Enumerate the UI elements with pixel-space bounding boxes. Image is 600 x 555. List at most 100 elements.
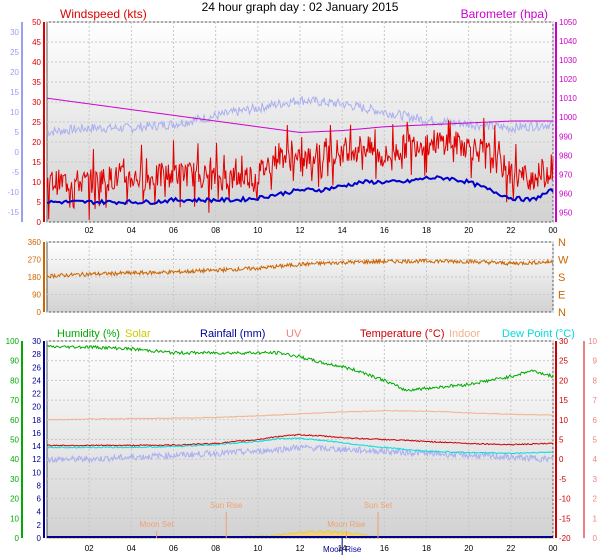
temperature-tick-label: 25 <box>559 357 568 366</box>
rainfall-tick-label: 8 <box>37 481 42 490</box>
uv-tick-label: 9 <box>593 357 598 366</box>
humidity-tick-label: 70 <box>10 396 19 405</box>
wind-left-tick-label: 50 <box>32 18 41 27</box>
rainfall-tick-label: 30 <box>32 337 41 346</box>
series-barometer <box>46 97 553 134</box>
wind-x-tick-label: 18 <box>422 226 431 235</box>
uv-tick-label: 7 <box>593 396 598 405</box>
temps-x-tick-label: 16 <box>380 544 389 553</box>
temps-x-tick-label: 04 <box>127 544 136 553</box>
rainfall-label: Rainfall (mm) <box>200 328 265 340</box>
series-humidity <box>46 344 554 392</box>
far-left-tick-label: 25 <box>10 48 19 57</box>
direction-compass-label: E <box>558 290 565 302</box>
solar-label: Solar <box>125 328 151 340</box>
rainfall-tick-label: 28 <box>32 350 41 359</box>
temps-x-tick-label: 12 <box>296 544 305 553</box>
rainfall-tick-label: 12 <box>32 455 41 464</box>
series-windspeed <box>46 117 554 221</box>
temperature-tick-label: -15 <box>559 514 571 523</box>
wind-right-tick-label: 1020 <box>559 75 577 84</box>
uv-tick-label: 2 <box>593 495 598 504</box>
wind-x-tick-label: 12 <box>296 226 305 235</box>
uv-tick-label: 10 <box>588 337 597 346</box>
humidity-tick-label: 100 <box>6 337 20 346</box>
series-temperature <box>46 433 554 447</box>
series-dewpoint <box>46 437 554 455</box>
event-label: Moon Set <box>140 520 175 529</box>
wind-left-tick-label: 0 <box>37 218 42 227</box>
rainfall-tick-label: 20 <box>32 403 41 412</box>
wind-right-tick-label: 1000 <box>559 113 577 122</box>
rainfall-tick-label: 6 <box>37 495 42 504</box>
wind-left-tick-label: 45 <box>32 38 41 47</box>
uv-tick-label: 6 <box>593 416 598 425</box>
wind-left-label: Windspeed (kts) <box>60 7 147 21</box>
temperature-tick-label: 30 <box>559 337 568 346</box>
wind-left-tick-label: 30 <box>32 98 41 107</box>
temps-x-tick-label: 18 <box>422 544 431 553</box>
wind-left-tick-label: 20 <box>32 138 41 147</box>
event-label: Moon Rise <box>323 545 362 554</box>
direction-compass-label: N <box>558 307 566 319</box>
series-extra <box>46 95 554 137</box>
humidity-tick-label: 80 <box>10 376 19 385</box>
temps-x-tick-label: 08 <box>211 544 220 553</box>
humidity-tick-label: 90 <box>10 357 19 366</box>
series-avgwind <box>46 175 554 206</box>
far-left-tick-label: 0 <box>15 148 20 157</box>
far-left-tick-label: -5 <box>12 168 20 177</box>
wind-x-tick-label: 02 <box>85 226 94 235</box>
wind-right-tick-label: 970 <box>559 170 573 179</box>
wind-left-tick-label: 15 <box>32 158 41 167</box>
uv-tick-label: 1 <box>593 514 598 523</box>
direction-tick-label: 90 <box>32 291 41 300</box>
direction-tick-label: 360 <box>28 238 42 247</box>
rainfall-tick-label: 22 <box>32 390 41 399</box>
far-left-tick-label: 30 <box>10 28 19 37</box>
rainfall-tick-label: 18 <box>32 416 41 425</box>
event-label: Sun Rise <box>210 501 243 510</box>
event-label: Sun Set <box>364 501 393 510</box>
humidity-tick-label: 0 <box>15 534 20 543</box>
wind-right-label: Barometer (hpa) <box>461 7 548 21</box>
humidity-label: Humidity (%) <box>57 328 120 340</box>
wind-right-tick-label: 1050 <box>559 18 577 27</box>
temperature-tick-label: 10 <box>559 416 568 425</box>
rainfall-tick-label: 4 <box>37 508 42 517</box>
temps-x-tick-label: 02 <box>85 544 94 553</box>
rainfall-tick-label: 16 <box>32 429 41 438</box>
wind-left-tick-label: 40 <box>32 58 41 67</box>
humidity-tick-label: 10 <box>10 514 19 523</box>
wind-left-tick-label: 35 <box>32 78 41 87</box>
rainfall-tick-label: 26 <box>32 363 41 372</box>
wind-right-tick-label: 990 <box>559 132 573 141</box>
temps-x-tick-label: 22 <box>506 544 515 553</box>
temperature-tick-label: -20 <box>559 534 571 543</box>
rainfall-tick-label: 24 <box>32 376 41 385</box>
direction-compass-label: S <box>558 272 565 284</box>
temperature-tick-label: -5 <box>559 475 567 484</box>
wind-right-tick-label: 960 <box>559 189 573 198</box>
uv-tick-label: 8 <box>593 376 598 385</box>
wind-x-tick-label: 22 <box>506 226 515 235</box>
rainfall-tick-label: 2 <box>37 521 42 530</box>
wind-x-tick-label: 00 <box>549 226 558 235</box>
wind-left-tick-label: 25 <box>32 118 41 127</box>
wind-right-tick-label: 980 <box>559 151 573 160</box>
wind-x-tick-label: 04 <box>127 226 136 235</box>
temperature-tick-label: 5 <box>559 436 564 445</box>
uv-tick-label: 0 <box>593 534 598 543</box>
direction-compass-label: W <box>558 255 569 267</box>
far-left-tick-label: 10 <box>10 108 19 117</box>
temperature-tick-label: 0 <box>559 455 564 464</box>
series-winddir <box>46 257 554 280</box>
direction-tick-label: 180 <box>28 273 42 282</box>
graph-title: 24 hour graph day : 02 January 2015 <box>201 0 399 14</box>
wind-left-tick-label: 5 <box>37 198 42 207</box>
temps-x-tick-label: 10 <box>253 544 262 553</box>
wind-right-tick-label: 1030 <box>559 56 577 65</box>
direction-compass-label: N <box>558 237 566 249</box>
